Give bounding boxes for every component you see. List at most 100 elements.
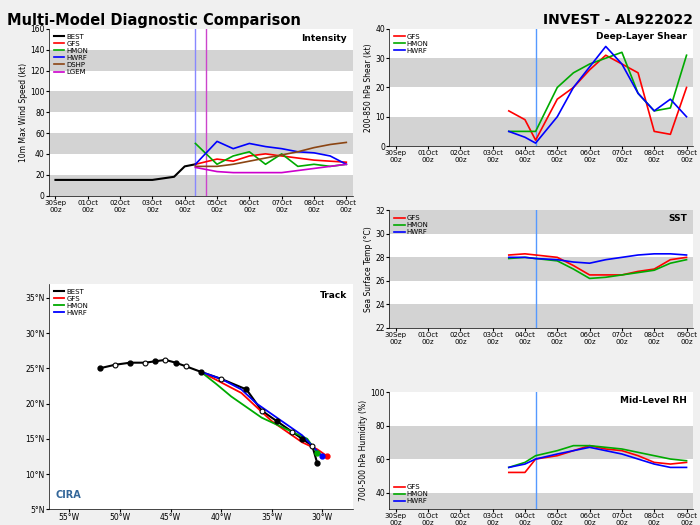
HMON xyxy=(229,153,237,159)
HMON xyxy=(569,266,577,272)
HMON xyxy=(191,140,200,146)
Bar xyxy=(49,154,353,175)
GFS xyxy=(553,453,561,459)
HWRF xyxy=(531,140,540,146)
Bar xyxy=(389,88,693,117)
HWRF xyxy=(553,257,561,263)
DSHP xyxy=(213,163,221,170)
Line: LGEM: LGEM xyxy=(195,164,346,173)
HWRF xyxy=(521,461,529,467)
GFS xyxy=(521,250,529,257)
Line: HWRF: HWRF xyxy=(509,254,687,263)
HWRF xyxy=(617,254,626,260)
Line: HMON: HMON xyxy=(509,257,687,278)
GFS xyxy=(342,159,351,165)
HMON xyxy=(569,70,577,76)
GFS xyxy=(531,456,540,462)
DSHP xyxy=(229,161,237,167)
LGEM xyxy=(229,170,237,176)
HMON xyxy=(650,108,659,114)
GFS xyxy=(634,453,643,459)
GFS xyxy=(585,67,594,73)
GFS xyxy=(682,254,691,260)
Text: Track: Track xyxy=(319,290,346,300)
GFS xyxy=(531,252,540,258)
HMON xyxy=(617,446,626,452)
HWRF xyxy=(666,464,675,470)
DSHP xyxy=(191,163,200,170)
HMON xyxy=(601,55,610,61)
GFS xyxy=(569,85,577,91)
BEST xyxy=(51,177,60,183)
Legend: BEST, GFS, HMON, HWRF, DSHP, LGEM: BEST, GFS, HMON, HWRF, DSHP, LGEM xyxy=(52,33,90,76)
HMON xyxy=(666,456,675,462)
HMON xyxy=(650,453,659,459)
HWRF xyxy=(531,456,540,462)
GFS xyxy=(553,254,561,260)
Y-axis label: 10m Max Wind Speed (kt): 10m Max Wind Speed (kt) xyxy=(19,62,27,162)
Legend: GFS, HMON, HWRF: GFS, HMON, HWRF xyxy=(393,33,430,55)
Legend: BEST, GFS, HMON, HWRF: BEST, GFS, HMON, HWRF xyxy=(52,287,90,317)
HWRF xyxy=(505,254,513,260)
LGEM xyxy=(191,164,200,171)
HMON xyxy=(585,275,594,281)
HWRF xyxy=(569,447,577,454)
Bar xyxy=(389,459,693,492)
GFS xyxy=(310,157,319,163)
Text: Mid-Level RH: Mid-Level RH xyxy=(620,396,687,405)
GFS xyxy=(634,70,643,76)
LGEM xyxy=(261,170,270,176)
HMON xyxy=(505,128,513,134)
HMON xyxy=(553,258,561,264)
Text: Deep-Layer Shear: Deep-Layer Shear xyxy=(596,33,687,41)
HWRF xyxy=(682,252,691,258)
GFS xyxy=(650,128,659,134)
Bar xyxy=(389,29,693,58)
GFS xyxy=(505,469,513,476)
HMON xyxy=(666,260,675,266)
HWRF xyxy=(505,128,513,134)
GFS xyxy=(521,469,529,476)
GFS xyxy=(617,61,626,67)
HWRF xyxy=(342,161,351,167)
Line: HMON: HMON xyxy=(195,143,346,166)
GFS xyxy=(682,459,691,466)
HMON xyxy=(213,161,221,167)
BEST xyxy=(191,161,200,167)
GFS xyxy=(553,96,561,102)
Line: BEST: BEST xyxy=(55,164,195,180)
GFS xyxy=(601,52,610,58)
HMON xyxy=(293,163,302,170)
HMON xyxy=(310,161,319,167)
LGEM xyxy=(310,165,319,172)
GFS xyxy=(682,85,691,91)
HWRF xyxy=(650,250,659,257)
Bar xyxy=(389,281,693,304)
HWRF xyxy=(277,145,286,152)
GFS xyxy=(666,257,675,263)
GFS xyxy=(650,459,659,466)
GFS xyxy=(245,153,253,159)
Line: HWRF: HWRF xyxy=(195,141,346,164)
HWRF xyxy=(617,61,626,67)
HWRF xyxy=(617,451,626,457)
GFS xyxy=(666,131,675,138)
BEST xyxy=(148,177,157,183)
GFS xyxy=(229,158,237,164)
HMON xyxy=(261,161,270,167)
Bar xyxy=(49,112,353,133)
GFS xyxy=(505,252,513,258)
HMON xyxy=(531,128,540,134)
DSHP xyxy=(342,139,351,145)
HWRF xyxy=(634,252,643,258)
Text: Multi-Model Diagnostic Comparison: Multi-Model Diagnostic Comparison xyxy=(7,13,301,28)
DSHP xyxy=(293,149,302,155)
HMON xyxy=(342,161,351,167)
GFS xyxy=(277,153,286,159)
GFS xyxy=(261,151,270,157)
Bar xyxy=(49,29,353,50)
Line: HMON: HMON xyxy=(509,446,687,467)
DSHP xyxy=(261,155,270,161)
HMON xyxy=(650,267,659,274)
DSHP xyxy=(277,152,286,158)
